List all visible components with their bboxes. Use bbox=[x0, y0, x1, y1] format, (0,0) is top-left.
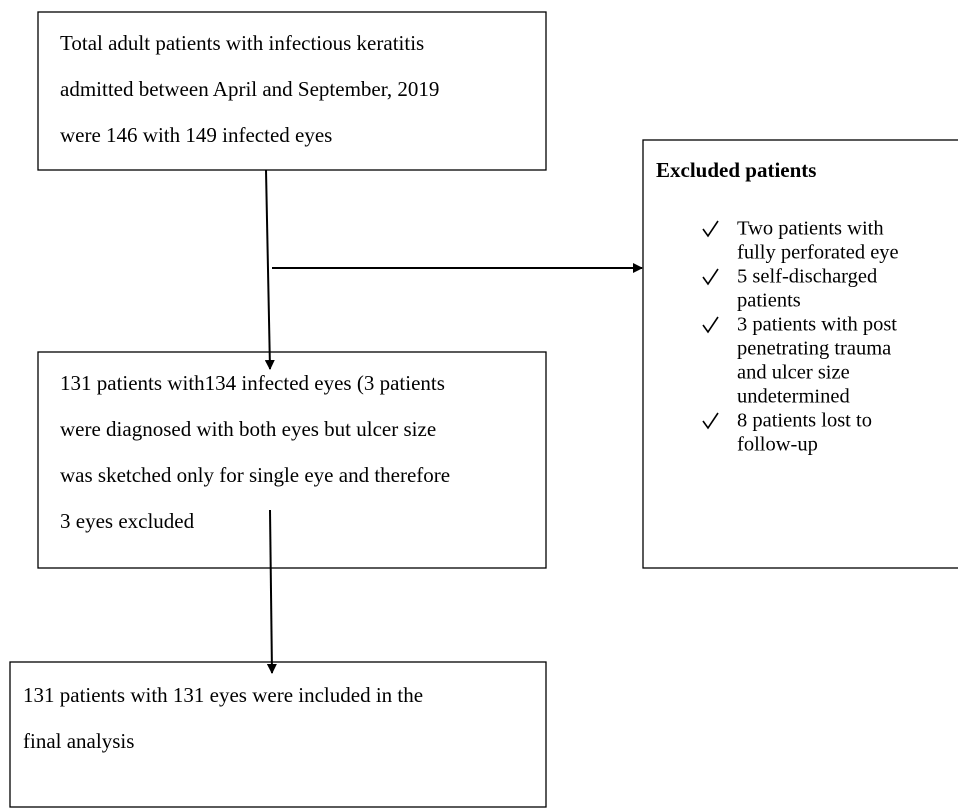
box-text-line: 131 patients with 131 eyes were included… bbox=[23, 683, 423, 707]
excluded-item-line: 3 patients with post bbox=[737, 314, 897, 336]
arrow-down-2 bbox=[266, 509, 277, 674]
check-icon bbox=[702, 220, 719, 238]
box-text-line: final analysis bbox=[23, 729, 134, 753]
excluded-item-line: 8 patients lost to bbox=[737, 410, 872, 432]
arrow-down-1 bbox=[264, 169, 275, 370]
box-final bbox=[9, 661, 547, 808]
box-total bbox=[37, 11, 547, 171]
excluded-item-line: fully perforated eye bbox=[737, 242, 899, 264]
box-eligible bbox=[37, 351, 547, 569]
excluded-item-line: 5 self-discharged bbox=[737, 266, 877, 288]
excluded-title: Excluded patients bbox=[656, 158, 816, 182]
box-excluded bbox=[642, 139, 958, 569]
excluded-item-line: undetermined bbox=[737, 386, 850, 408]
box-text-line: were 146 with 149 infected eyes bbox=[60, 123, 332, 147]
excluded-item-line: and ulcer size bbox=[737, 362, 850, 384]
excluded-item-line: Two patients with bbox=[737, 218, 884, 240]
box-text-line: Total adult patients with infectious ker… bbox=[60, 31, 424, 55]
check-icon bbox=[702, 268, 719, 286]
excluded-item-line: patients bbox=[737, 290, 801, 312]
excluded-item-line: follow-up bbox=[737, 434, 818, 456]
excluded-item-line: penetrating trauma bbox=[737, 338, 891, 360]
box-text-line: were diagnosed with both eyes but ulcer … bbox=[60, 417, 436, 441]
check-icon bbox=[702, 316, 719, 334]
check-icon bbox=[702, 412, 719, 430]
box-text-line: admitted between April and September, 20… bbox=[60, 77, 439, 101]
box-text-line: 3 eyes excluded bbox=[60, 509, 195, 533]
box-text-line: was sketched only for single eye and the… bbox=[60, 463, 450, 487]
box-text-line: 131 patients with134 infected eyes (3 pa… bbox=[60, 371, 445, 395]
